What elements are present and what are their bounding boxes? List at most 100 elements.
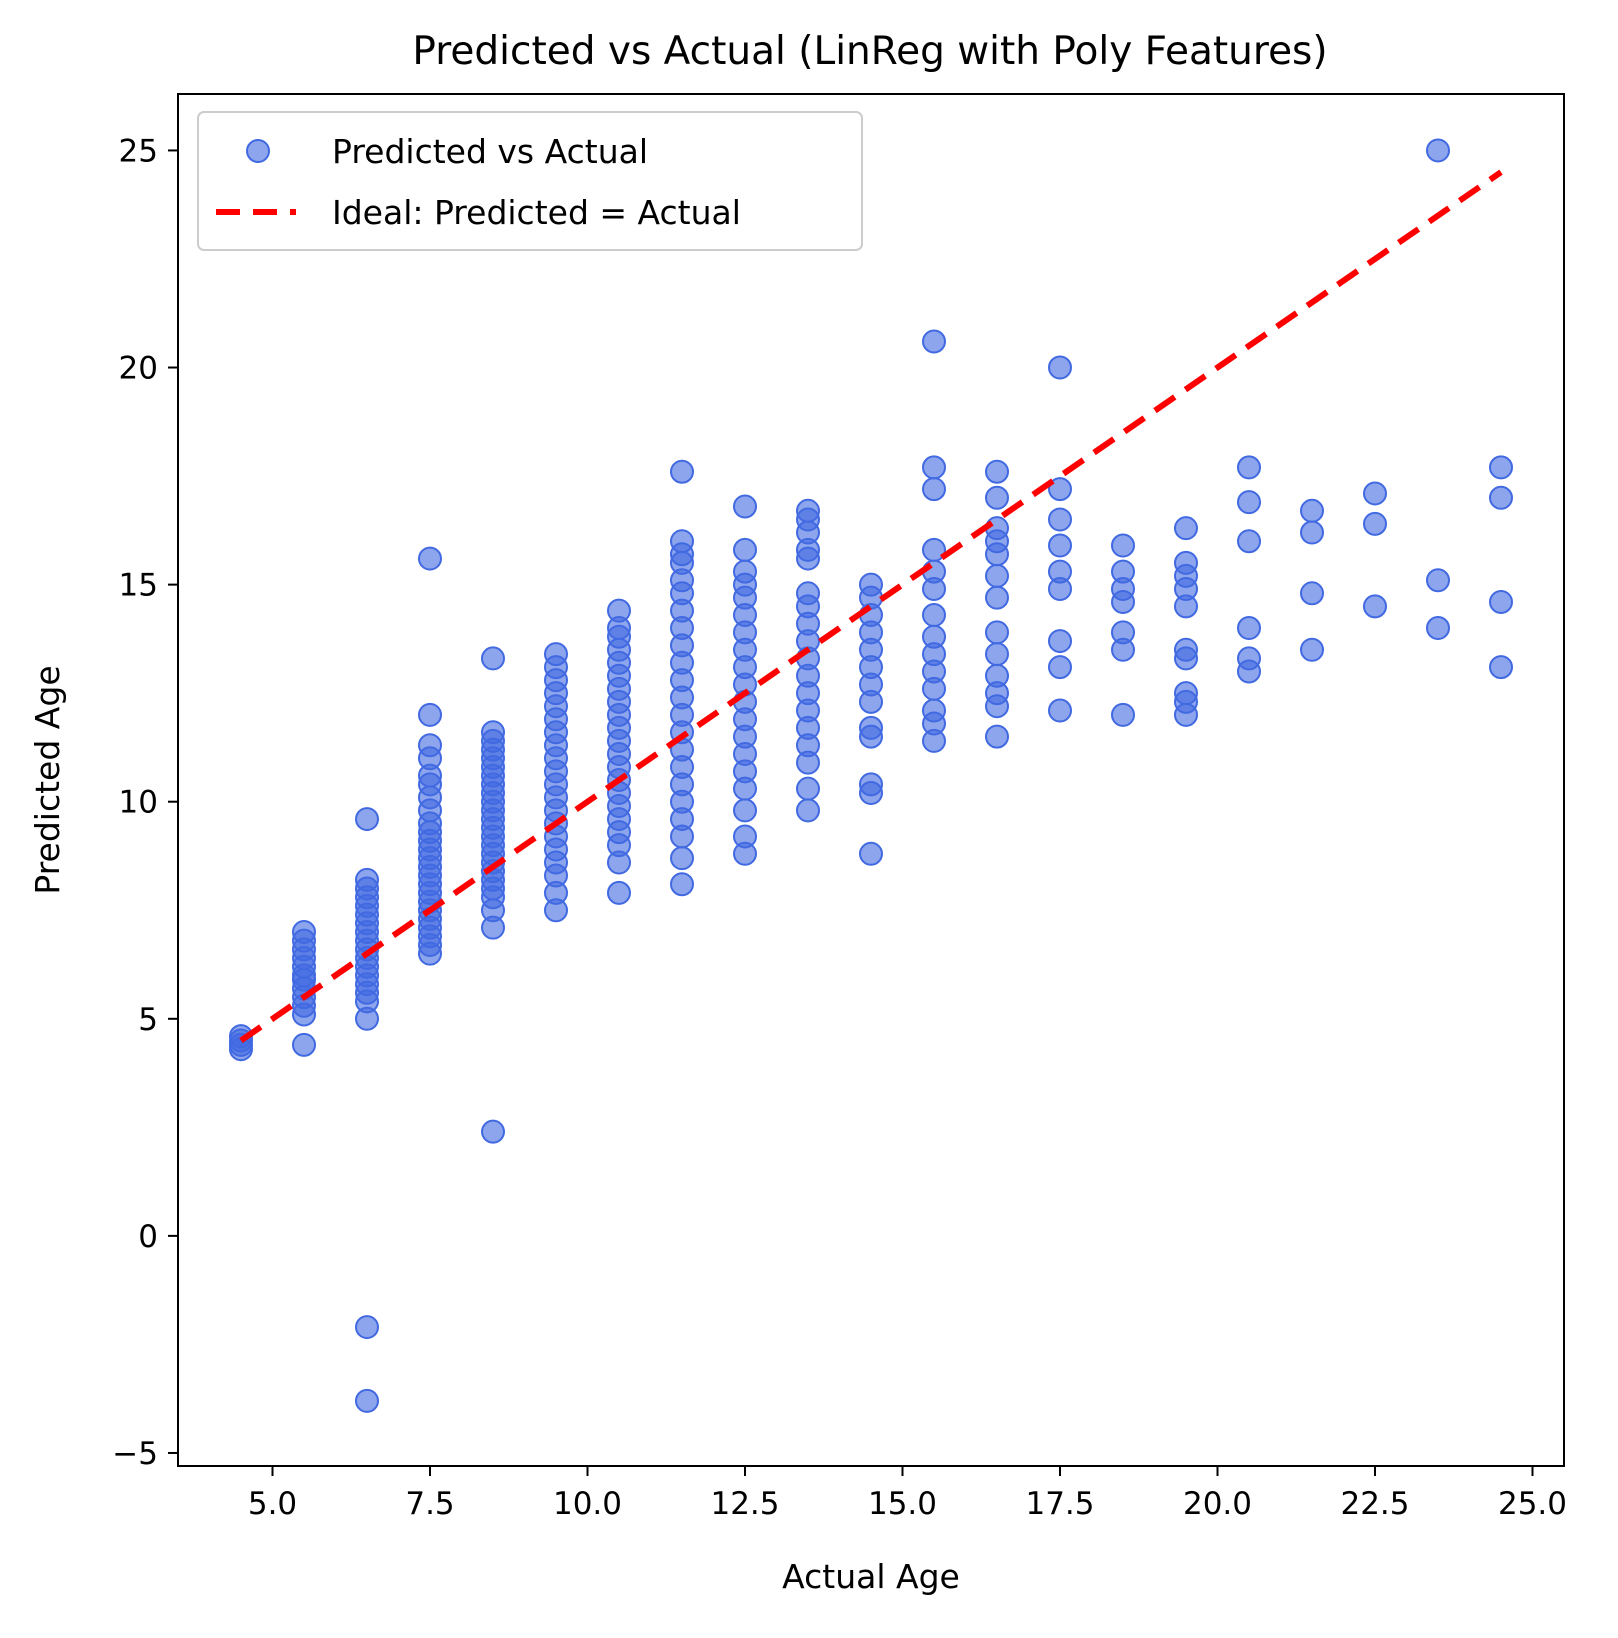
data-point xyxy=(481,1119,505,1144)
x-tick-label: 5.0 xyxy=(248,1486,297,1522)
x-axis-ticks: 5.0 7.5 10.0 12.5 15.0 17.5 20.0 22.5 25.0 xyxy=(248,1466,1567,1522)
data-point xyxy=(418,702,442,727)
legend-box xyxy=(197,111,863,251)
data-point xyxy=(1048,655,1072,680)
data-point xyxy=(985,663,1009,688)
data-point xyxy=(985,485,1009,510)
data-point xyxy=(1237,455,1261,480)
y-tick-label: 25 xyxy=(119,133,158,169)
data-point xyxy=(733,559,757,584)
data-point xyxy=(1489,455,1513,480)
ideal-line-layer xyxy=(239,169,1503,1043)
data-point xyxy=(985,724,1009,749)
data-point xyxy=(481,646,505,671)
data-point xyxy=(1048,355,1072,380)
x-tick-label: 17.5 xyxy=(1025,1486,1094,1522)
data-point xyxy=(1174,637,1198,662)
data-point xyxy=(985,459,1009,484)
data-point xyxy=(355,1315,379,1340)
legend: Predicted vs Actual Ideal: Predicted = A… xyxy=(197,111,863,251)
data-point xyxy=(418,733,442,758)
legend-label-ideal-line: Ideal: Predicted = Actual xyxy=(332,193,741,232)
data-point xyxy=(1300,581,1324,606)
data-point xyxy=(1048,533,1072,558)
y-tick-label: 15 xyxy=(119,568,158,604)
x-tick-label: 25.0 xyxy=(1498,1486,1567,1522)
data-point xyxy=(670,529,694,554)
data-point xyxy=(292,1032,316,1057)
data-point xyxy=(1048,629,1072,654)
x-tick-label: 7.5 xyxy=(405,1486,454,1522)
data-point xyxy=(1426,568,1450,593)
data-point xyxy=(1237,529,1261,554)
y-tick-label: 5 xyxy=(138,1002,158,1038)
data-point xyxy=(796,776,820,801)
data-point xyxy=(1237,490,1261,515)
data-point xyxy=(1111,533,1135,558)
data-point xyxy=(1174,516,1198,541)
y-axis-label: Predicted Age xyxy=(28,665,67,894)
data-point xyxy=(1426,616,1450,641)
y-tick-label: 10 xyxy=(119,785,158,821)
data-point xyxy=(985,642,1009,667)
data-point xyxy=(922,624,946,649)
data-point xyxy=(733,494,757,519)
data-point xyxy=(607,598,631,623)
data-point xyxy=(355,807,379,832)
ideal-line xyxy=(239,169,1503,1043)
data-point xyxy=(1363,481,1387,506)
y-tick-label: −5 xyxy=(112,1436,158,1472)
data-point xyxy=(859,772,883,797)
chart-title: Predicted vs Actual (LinReg with Poly Fe… xyxy=(412,29,1327,74)
x-tick-label: 20.0 xyxy=(1183,1486,1252,1522)
data-point xyxy=(1048,698,1072,723)
x-tick-label: 15.0 xyxy=(868,1486,937,1522)
legend-marker-points xyxy=(246,139,270,163)
data-point xyxy=(292,919,316,944)
data-point xyxy=(1489,655,1513,680)
data-point xyxy=(733,824,757,849)
data-point xyxy=(733,537,757,562)
data-point xyxy=(859,715,883,740)
y-tick-label: 0 xyxy=(138,1219,158,1255)
data-point xyxy=(1489,589,1513,614)
data-point xyxy=(922,537,946,562)
data-point xyxy=(1174,681,1198,706)
data-point xyxy=(922,455,946,480)
data-point xyxy=(355,867,379,892)
x-axis-label: Actual Age xyxy=(782,1557,960,1596)
data-point xyxy=(1300,498,1324,523)
data-point xyxy=(418,546,442,571)
data-point xyxy=(859,572,883,597)
data-point xyxy=(1048,559,1072,584)
data-point xyxy=(1111,620,1135,645)
data-point xyxy=(1489,485,1513,510)
data-point xyxy=(1237,616,1261,641)
data-point xyxy=(985,585,1009,610)
data-point xyxy=(355,1388,379,1413)
data-point xyxy=(1426,138,1450,163)
data-point xyxy=(1111,702,1135,727)
x-tick-label: 22.5 xyxy=(1340,1486,1409,1522)
data-point xyxy=(481,720,505,745)
data-point xyxy=(1048,507,1072,532)
data-point xyxy=(985,620,1009,645)
x-tick-label: 10.0 xyxy=(553,1486,622,1522)
data-point xyxy=(859,841,883,866)
data-point xyxy=(922,477,946,502)
data-point xyxy=(922,698,946,723)
data-point xyxy=(922,329,946,354)
data-point xyxy=(670,459,694,484)
data-point xyxy=(922,603,946,628)
data-point xyxy=(733,798,757,823)
data-point xyxy=(1363,511,1387,536)
data-point xyxy=(985,563,1009,588)
y-tick-label: 20 xyxy=(119,351,158,387)
data-point xyxy=(670,872,694,897)
data-point xyxy=(607,880,631,905)
x-tick-label: 12.5 xyxy=(710,1486,779,1522)
data-point xyxy=(1237,646,1261,671)
data-point xyxy=(796,798,820,823)
data-point xyxy=(670,846,694,871)
